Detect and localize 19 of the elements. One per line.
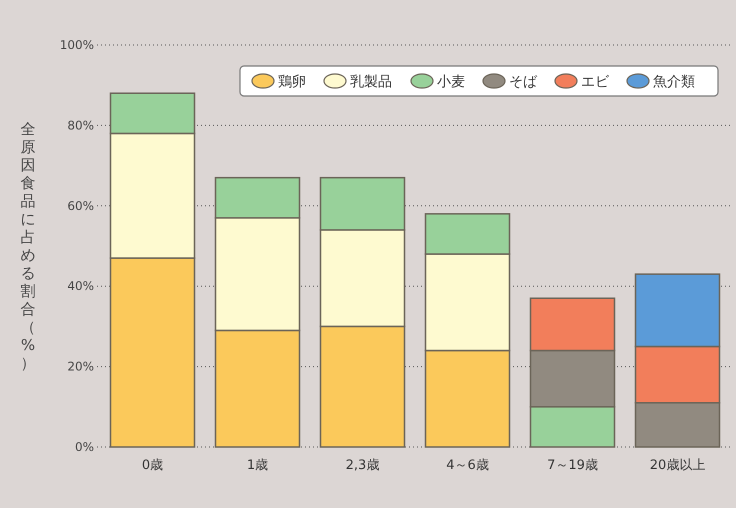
x-tick-label: 2,3歳 [346, 458, 380, 473]
y-tick-label: 0% [74, 440, 94, 454]
y-tick-label: 100% [60, 38, 94, 52]
y-tick-label: 40% [67, 279, 94, 294]
y-tick-label: 60% [67, 198, 94, 213]
legend-label: 魚介類 [653, 74, 695, 90]
text: 全原因食品に占める割合（%） [20, 120, 36, 372]
x-tick-label: 4～6歳 [446, 458, 489, 473]
x-tick-label: 1歳 [246, 458, 268, 473]
legend-label: エビ [581, 74, 610, 90]
x-tick-label: 20歳以上 [650, 458, 706, 473]
legend-label: 乳製品 [350, 74, 392, 90]
y-tick-label: 20% [67, 360, 94, 374]
y-tick-label: 80% [67, 118, 94, 132]
legend-label: そば [509, 74, 538, 90]
legend-label: 鶏卵 [278, 74, 306, 90]
x-tick-label: 7～19歳 [547, 458, 598, 473]
legend-label: 小麦 [437, 74, 465, 90]
x-tick-label: 0歳 [142, 458, 164, 473]
